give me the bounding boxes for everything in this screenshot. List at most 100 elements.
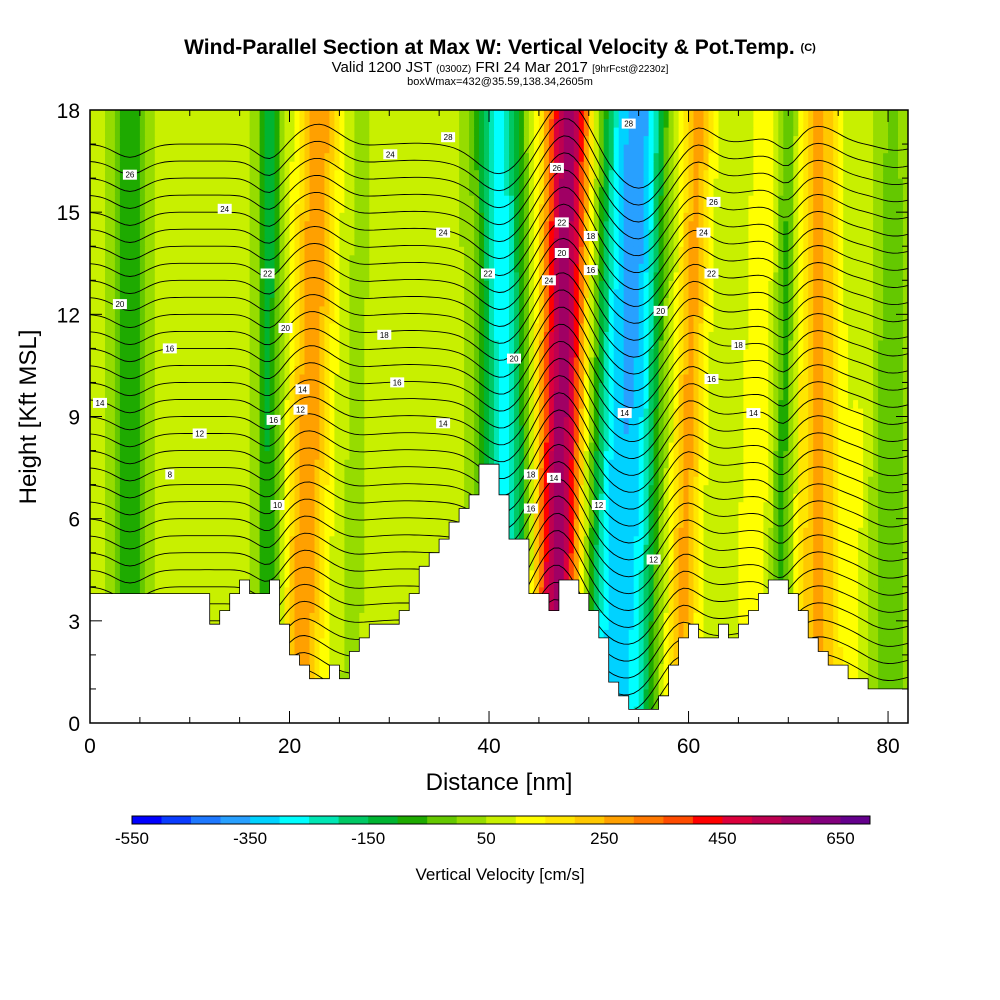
field-cell	[653, 688, 660, 698]
field-cell	[563, 467, 570, 477]
field-cell	[668, 501, 675, 511]
field-cell	[294, 569, 301, 579]
field-cell	[194, 510, 201, 520]
field-cell	[464, 484, 470, 494]
field-cell	[164, 518, 171, 528]
field-cell	[843, 501, 849, 511]
field-cell	[304, 535, 311, 545]
field-cell	[429, 501, 435, 511]
field-cell	[653, 510, 660, 520]
field-cell	[633, 518, 640, 528]
field-cell	[823, 476, 829, 486]
field-cell	[533, 535, 540, 545]
field-cell	[868, 501, 874, 511]
field-cell	[883, 569, 889, 579]
field-cell	[638, 561, 645, 571]
field-cell	[274, 459, 281, 469]
field-cell	[219, 578, 226, 588]
field-cell	[294, 544, 301, 554]
field-cell	[319, 518, 325, 528]
field-cell	[189, 518, 196, 528]
field-cell	[95, 501, 101, 511]
field-cell	[229, 544, 236, 554]
field-cell	[249, 459, 256, 469]
field-cell	[593, 603, 600, 613]
field-cell	[578, 569, 585, 579]
field-cell	[269, 552, 276, 562]
field-cell	[893, 629, 899, 639]
field-cell	[743, 467, 749, 477]
field-cell	[249, 561, 256, 571]
field-cell	[888, 654, 894, 664]
field-cell	[209, 510, 216, 520]
field-cell	[414, 493, 420, 503]
field-cell	[519, 493, 525, 503]
field-cell	[219, 603, 226, 613]
field-cell	[758, 544, 764, 554]
field-cell	[678, 603, 685, 613]
field-cell	[404, 476, 410, 486]
field-cell	[888, 518, 894, 528]
field-cell	[693, 561, 700, 571]
field-cell	[339, 671, 345, 681]
field-cell	[843, 518, 849, 528]
field-cell	[878, 586, 884, 596]
field-cell	[110, 493, 116, 503]
field-cell	[239, 467, 246, 477]
field-cell	[538, 578, 545, 588]
field-cell	[264, 493, 271, 503]
field-cell	[698, 603, 705, 613]
field-cell	[623, 518, 630, 528]
field-cell	[608, 578, 615, 588]
field-cell	[583, 586, 590, 596]
field-cell	[578, 518, 585, 528]
field-cell	[159, 484, 166, 494]
field-cell	[394, 518, 400, 528]
field-cell	[563, 544, 570, 554]
field-cell	[209, 484, 216, 494]
field-cell	[519, 484, 525, 494]
field-cell	[653, 629, 660, 639]
field-cell	[324, 569, 330, 579]
field-cell	[384, 476, 390, 486]
field-cell	[404, 484, 410, 494]
field-cell	[603, 467, 610, 477]
field-cell	[404, 569, 410, 579]
field-cell	[334, 518, 340, 528]
field-cell	[663, 620, 670, 630]
field-cell	[603, 586, 610, 596]
field-cell	[229, 501, 236, 511]
field-cell	[414, 578, 420, 588]
field-cell	[838, 569, 844, 579]
field-cell	[723, 510, 730, 520]
field-cell	[828, 493, 834, 503]
field-cell	[618, 688, 625, 698]
field-cell	[773, 535, 779, 545]
field-cell	[289, 595, 296, 605]
field-cell	[90, 476, 96, 486]
field-cell	[239, 552, 246, 562]
field-cell	[394, 476, 400, 486]
field-cell	[194, 552, 201, 562]
field-cell	[259, 493, 266, 503]
field-cell	[110, 467, 116, 477]
field-cell	[843, 535, 849, 545]
field-cell	[878, 569, 884, 579]
field-cell	[903, 637, 908, 647]
field-cell	[274, 476, 281, 486]
field-cell	[718, 467, 725, 477]
field-cell	[100, 578, 106, 588]
field-cell	[204, 484, 211, 494]
field-cell	[763, 527, 769, 537]
field-cell	[424, 510, 430, 520]
field-cell	[334, 501, 340, 511]
field-cell	[608, 671, 615, 681]
field-cell	[683, 578, 690, 588]
field-cell	[548, 527, 555, 537]
field-cell	[95, 578, 101, 588]
field-cell	[244, 510, 251, 520]
field-cell	[753, 595, 759, 605]
field-cell	[823, 595, 829, 605]
field-cell	[414, 586, 420, 596]
